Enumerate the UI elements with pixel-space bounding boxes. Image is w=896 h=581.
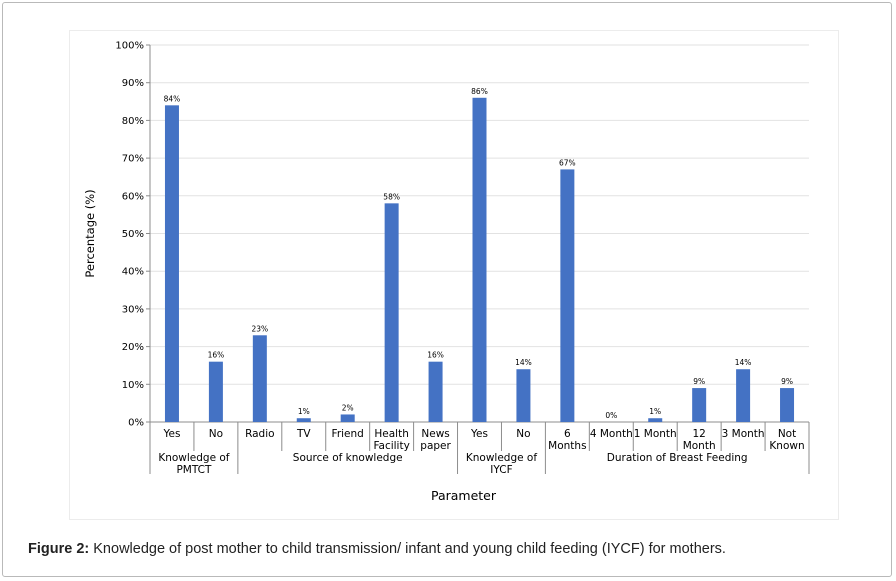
bar <box>296 418 311 422</box>
data-label: 1% <box>298 407 310 416</box>
data-label: 23% <box>251 324 268 333</box>
caption-text: Knowledge of post mother to child transm… <box>93 541 726 557</box>
data-label: 58% <box>383 192 400 201</box>
category-label: News <box>421 428 449 440</box>
group-label: PMTCT <box>176 464 212 476</box>
category-label: Friend <box>332 428 364 440</box>
data-label: 1% <box>649 407 661 416</box>
group-label: Knowledge of <box>466 452 537 464</box>
category-label: Month <box>683 440 716 452</box>
bar <box>736 369 751 422</box>
bar <box>648 418 663 422</box>
bar <box>164 105 179 422</box>
data-label: 14% <box>735 358 752 367</box>
category-label: Known <box>769 440 804 452</box>
bar <box>516 369 531 422</box>
data-label: 86% <box>471 87 488 96</box>
data-label: 2% <box>342 403 354 412</box>
category-label: paper <box>420 440 451 452</box>
data-label: 14% <box>515 358 532 367</box>
y-tick-label: 60% <box>122 191 144 202</box>
data-label: 9% <box>693 377 705 386</box>
group-label: Source of knowledge <box>293 452 403 464</box>
bar <box>472 97 487 422</box>
y-tick-label: 70% <box>122 154 144 165</box>
category-label: No <box>516 428 530 440</box>
bar <box>428 361 443 422</box>
bar <box>560 169 575 422</box>
data-label: 9% <box>781 377 793 386</box>
category-label: No <box>209 428 223 440</box>
y-tick-label: 80% <box>122 116 144 127</box>
bar <box>340 414 355 422</box>
data-label: 84% <box>164 94 181 103</box>
y-tick-label: 30% <box>122 304 144 315</box>
bar <box>208 361 223 422</box>
y-tick-label: 40% <box>122 267 144 278</box>
y-tick-label: 90% <box>122 78 144 89</box>
data-label: 16% <box>427 351 444 360</box>
group-label: Duration of Breast Feeding <box>607 452 748 464</box>
y-tick-label: 100% <box>115 41 144 52</box>
category-label: Yes <box>470 428 488 440</box>
category-label: 12 <box>692 428 705 440</box>
category-label: Yes <box>162 428 180 440</box>
category-label: 1 Month <box>634 428 677 440</box>
category-label: 3 Month <box>722 428 765 440</box>
x-axis-title: Parameter <box>431 488 497 503</box>
y-tick-label: 50% <box>122 229 144 240</box>
category-label: Radio <box>245 428 275 440</box>
bar <box>692 388 707 422</box>
data-label: 67% <box>559 158 576 167</box>
y-axis-title: Percentage (%) <box>83 189 97 277</box>
y-tick-label: 0% <box>128 418 144 429</box>
y-tick-label: 20% <box>122 342 144 353</box>
category-label: Facility <box>373 440 409 452</box>
bar-chart: 0%10%20%30%40%50%60%70%80%90%100%84%Yes1… <box>83 41 810 503</box>
figure-caption: Figure 2: Knowledge of post mother to ch… <box>28 541 878 557</box>
category-label: 4 Month <box>590 428 633 440</box>
group-label: IYCF <box>490 464 512 476</box>
category-label: Health <box>374 428 408 440</box>
chart-area <box>69 30 839 520</box>
bar <box>780 388 795 422</box>
category-label: Not <box>778 428 796 440</box>
bar <box>252 335 267 422</box>
data-label: 16% <box>208 351 225 360</box>
group-label: Knowledge of <box>158 452 229 464</box>
category-label: TV <box>296 428 311 440</box>
bar <box>384 203 399 422</box>
data-label: 0% <box>605 411 617 420</box>
y-tick-label: 10% <box>122 380 144 391</box>
caption-label: Figure 2: <box>28 541 90 557</box>
category-label: 6 <box>564 428 571 440</box>
category-label: Months <box>548 440 586 452</box>
